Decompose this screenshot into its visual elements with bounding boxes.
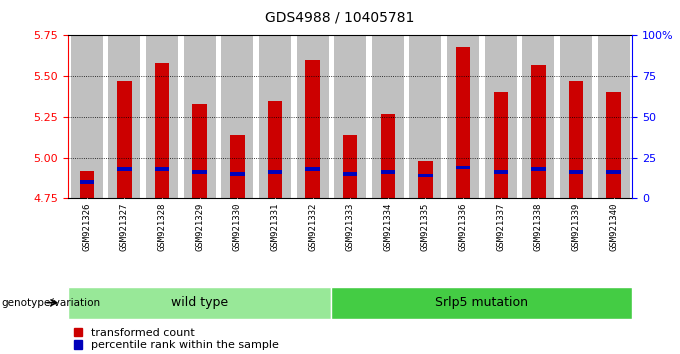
- Bar: [522, 35, 554, 198]
- Bar: [305, 60, 320, 198]
- Text: wild type: wild type: [171, 296, 228, 309]
- Text: GSM921340: GSM921340: [609, 202, 618, 251]
- Bar: [184, 35, 216, 198]
- Bar: [494, 92, 508, 198]
- Bar: [296, 35, 328, 198]
- Text: GSM921332: GSM921332: [308, 202, 317, 251]
- Bar: [568, 170, 583, 174]
- Bar: [80, 171, 94, 198]
- Text: GSM921327: GSM921327: [120, 202, 129, 251]
- Bar: [146, 35, 178, 198]
- Bar: [71, 35, 103, 198]
- Bar: [331, 287, 632, 319]
- Bar: [305, 167, 320, 171]
- Text: GSM921326: GSM921326: [82, 202, 91, 251]
- Bar: [381, 170, 395, 174]
- Bar: [268, 101, 282, 198]
- Text: genotype/variation: genotype/variation: [1, 298, 101, 308]
- Bar: [456, 47, 471, 198]
- Bar: [108, 35, 141, 198]
- Bar: [155, 167, 169, 171]
- Bar: [221, 35, 254, 198]
- Bar: [192, 170, 207, 174]
- Bar: [381, 114, 395, 198]
- Bar: [230, 172, 245, 176]
- Text: GSM921334: GSM921334: [384, 202, 392, 251]
- Bar: [531, 167, 545, 171]
- Bar: [334, 35, 367, 198]
- Bar: [80, 180, 94, 184]
- Bar: [418, 174, 432, 177]
- Bar: [531, 65, 545, 198]
- Bar: [230, 135, 245, 198]
- Legend: transformed count, percentile rank within the sample: transformed count, percentile rank withi…: [73, 328, 279, 350]
- Bar: [117, 81, 132, 198]
- Text: Srlp5 mutation: Srlp5 mutation: [435, 296, 528, 309]
- Bar: [192, 104, 207, 198]
- Text: GSM921338: GSM921338: [534, 202, 543, 251]
- Text: GSM921336: GSM921336: [458, 202, 468, 251]
- Bar: [598, 35, 630, 198]
- Bar: [268, 170, 282, 174]
- Bar: [117, 167, 132, 171]
- Bar: [456, 166, 471, 169]
- Text: GSM921331: GSM921331: [271, 202, 279, 251]
- Text: GSM921339: GSM921339: [571, 202, 581, 251]
- Text: GSM921329: GSM921329: [195, 202, 204, 251]
- Bar: [409, 35, 441, 198]
- Bar: [343, 135, 358, 198]
- Bar: [68, 287, 331, 319]
- Bar: [155, 63, 169, 198]
- Text: GDS4988 / 10405781: GDS4988 / 10405781: [265, 11, 415, 25]
- Bar: [494, 170, 508, 174]
- Bar: [343, 172, 358, 176]
- Text: GSM921337: GSM921337: [496, 202, 505, 251]
- Bar: [418, 161, 432, 198]
- Bar: [607, 92, 621, 198]
- Bar: [607, 170, 621, 174]
- Bar: [485, 35, 517, 198]
- Text: GSM921335: GSM921335: [421, 202, 430, 251]
- Bar: [560, 35, 592, 198]
- Bar: [372, 35, 404, 198]
- Bar: [447, 35, 479, 198]
- Bar: [568, 81, 583, 198]
- Bar: [259, 35, 291, 198]
- Text: GSM921333: GSM921333: [345, 202, 355, 251]
- Text: GSM921328: GSM921328: [158, 202, 167, 251]
- Text: GSM921330: GSM921330: [233, 202, 242, 251]
